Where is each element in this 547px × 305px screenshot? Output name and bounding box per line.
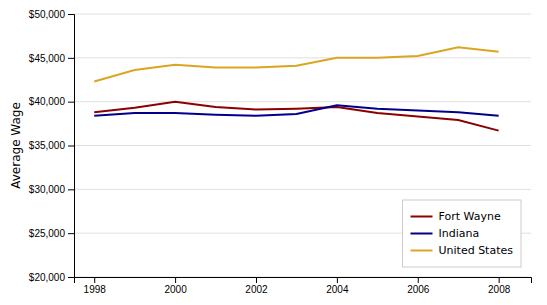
y-tick: $20,000 [29,272,74,283]
x-tick: 2004 [326,277,349,295]
x-tick-mark [418,277,419,283]
x-tick-label: 2004 [326,284,349,295]
grid [74,14,531,277]
y-tick-label: $25,000 [29,228,66,239]
y-tick-label: $30,000 [29,184,66,195]
series-line [94,47,498,81]
legend: Fort Wayne Indiana United States [403,200,522,267]
y-tick: $45,000 [29,53,74,64]
y-tick-mark [68,146,74,147]
grid-line [74,189,531,190]
y-tick: $40,000 [29,96,74,107]
legend-label: Indiana [439,227,480,240]
chart: 1998 2000 2002 2004 2006 2008 $20,000 $25,000 $3… [0,0,547,305]
x-tick-label: 1998 [84,284,107,295]
x-tick-label: 2006 [407,284,430,295]
y-tick: $30,000 [29,184,74,195]
x-tick-mark [499,277,500,283]
legend-swatch [411,250,433,252]
legend-box [403,200,522,267]
y-tick-mark [68,189,74,190]
y-tick: $35,000 [29,140,74,151]
y-tick: $25,000 [29,228,74,239]
x-tick-label: 2000 [164,284,187,295]
legend-swatch [411,216,433,218]
x-tick-mark [337,277,338,283]
x-tick: 2008 [488,277,511,295]
y-tick: $50,000 [29,9,74,20]
y-tick-label: $45,000 [29,53,66,64]
y-tick-label: $40,000 [29,96,66,107]
x-tick-mark [94,277,95,283]
y-axis-title: Average Wage [9,102,23,189]
legend-label: Fort Wayne [439,210,501,223]
y-tick-mark [68,102,74,103]
x-tick: 2000 [164,277,187,295]
legend-swatch [411,233,433,235]
y-tick-label: $35,000 [29,140,66,151]
x-tick-label: 2002 [245,284,268,295]
y-tick-label: $50,000 [29,9,66,20]
x-axis-line [75,278,532,284]
grid-line [74,57,531,58]
x-tick-mark [175,277,176,283]
series-line [94,102,498,131]
series-line [94,105,498,116]
y-tick-mark [68,233,74,234]
x-tick: 2002 [245,277,268,295]
y-tick-mark [68,277,74,278]
x-tick-mark [256,277,257,283]
y-axis-line [68,15,75,278]
y-axis: $20,000 $25,000 $30,000 $35,000 $40,000 $45,0… [29,9,75,283]
x-tick-label: 2008 [488,284,511,295]
x-tick: 1998 [84,277,107,295]
legend-item: Fort Wayne [411,210,501,223]
x-axis: 1998 2000 2002 2004 2006 2008 [75,277,532,295]
legend-label: United States [439,244,514,257]
grid-line [74,145,531,146]
legend-item: Indiana [411,227,480,240]
x-tick: 2006 [407,277,430,295]
y-tick-mark [68,14,74,15]
y-tick-label: $20,000 [29,272,66,283]
plot-area [94,47,498,130]
legend-item: United States [411,244,514,257]
grid-line [74,101,531,102]
y-tick-mark [68,58,74,59]
grid-line [74,14,531,15]
